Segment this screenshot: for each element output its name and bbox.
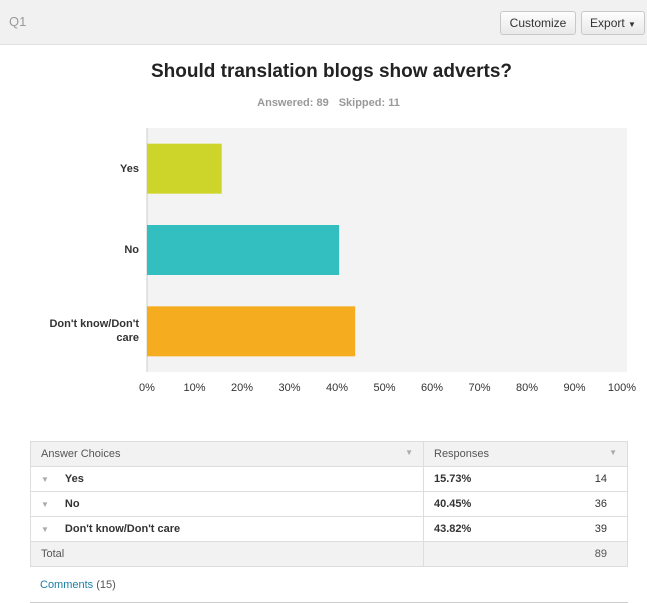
total-row: Total 89 — [30, 541, 628, 567]
total-label: Total — [30, 541, 424, 567]
chart-title: Should translation blogs show adverts? — [150, 61, 513, 82]
x-tick-label: 60% — [421, 382, 443, 394]
column-label: Responses — [434, 448, 490, 460]
response-table: Answer Choices ▼ Responses ▼ ▼ Yes 15.73% 14 ▼… — [30, 441, 628, 567]
table-row: ▼ No 40.45% 36 — [30, 491, 628, 517]
expand-arrow: ▼ — [41, 525, 49, 534]
count-cell: 36 — [564, 491, 628, 517]
question-id: Q1 — [9, 14, 27, 29]
table-header: Answer Choices ▼ Responses ▼ — [30, 441, 628, 467]
x-tick-label: 10% — [183, 382, 205, 394]
answered: Answered: 89 — [257, 97, 329, 109]
x-tick-label: 30% — [278, 382, 300, 394]
summary: Answered: 89 Skipped: 11 — [0, 97, 647, 109]
sort-arrow: ▼ — [405, 448, 413, 457]
choice-label: Yes — [64, 473, 84, 485]
y-tick-label: Yes — [120, 162, 139, 175]
percent-cell: 40.45% — [423, 491, 564, 517]
x-tick-label: 20% — [231, 382, 253, 394]
column-label: Answer Choices — [41, 448, 121, 460]
table-row: ▼ Yes 15.73% 14 — [30, 466, 628, 492]
dropdown-arrow: ▼ — [628, 20, 636, 29]
percent-cell: 15.73% — [423, 466, 564, 492]
bar — [147, 143, 222, 194]
table-row: ▼ Don't know/Don't care 43.82% 39 — [30, 516, 628, 542]
total-count: 89 — [423, 541, 628, 567]
choice-cell: ▼ Yes — [30, 466, 424, 492]
comments: Comments (15) — [40, 579, 116, 591]
x-tick-label: 100% — [608, 382, 636, 394]
choice-label: No — [64, 498, 80, 510]
comments-link[interactable]: Comments — [40, 579, 94, 591]
customize-button[interactable]: Customize — [500, 11, 576, 35]
header-cell[interactable]: Responses ▼ — [423, 441, 628, 467]
sort-arrow: ▼ — [609, 448, 617, 457]
x-tick-label: 50% — [373, 382, 395, 394]
skipped: Skipped: 11 — [338, 97, 400, 109]
table-body: ▼ Yes 15.73% 14 ▼ No 40.45% 36 ▼ Don't know/Don't… — [30, 466, 628, 542]
choice-cell: ▼ No — [30, 491, 424, 517]
x-tick-label: 0% — [139, 382, 155, 394]
question-header: Q1 Customize Export ▼ — [0, 0, 647, 45]
export-button[interactable]: Export ▼ — [581, 11, 645, 35]
choice-cell: ▼ Don't know/Don't care — [30, 516, 424, 542]
percent-cell: 43.82% — [423, 516, 564, 542]
x-tick-label: 90% — [563, 382, 585, 394]
bar — [147, 306, 356, 357]
y-tick-label: No — [124, 244, 139, 256]
comments-count: (15) — [96, 579, 116, 591]
choice-label: Don't know/Don't care — [64, 523, 181, 535]
x-tick-label: 40% — [326, 382, 348, 394]
chart: 0% 10% 20% 30% 40% 50% 60% 70% 80% 90% 100% — [139, 128, 636, 394]
y-tick-label: Don't know/Don't care — [49, 318, 139, 345]
x-tick-label: 80% — [516, 382, 538, 394]
export-label: Export — [590, 16, 625, 30]
bar — [147, 225, 340, 275]
count-cell: 14 — [564, 466, 628, 492]
expand-arrow: ▼ — [41, 475, 49, 484]
expand-arrow: ▼ — [41, 500, 49, 509]
count-cell: 39 — [564, 516, 628, 542]
header-cell[interactable]: Answer Choices ▼ — [30, 441, 424, 467]
x-tick-label: 70% — [468, 382, 490, 394]
